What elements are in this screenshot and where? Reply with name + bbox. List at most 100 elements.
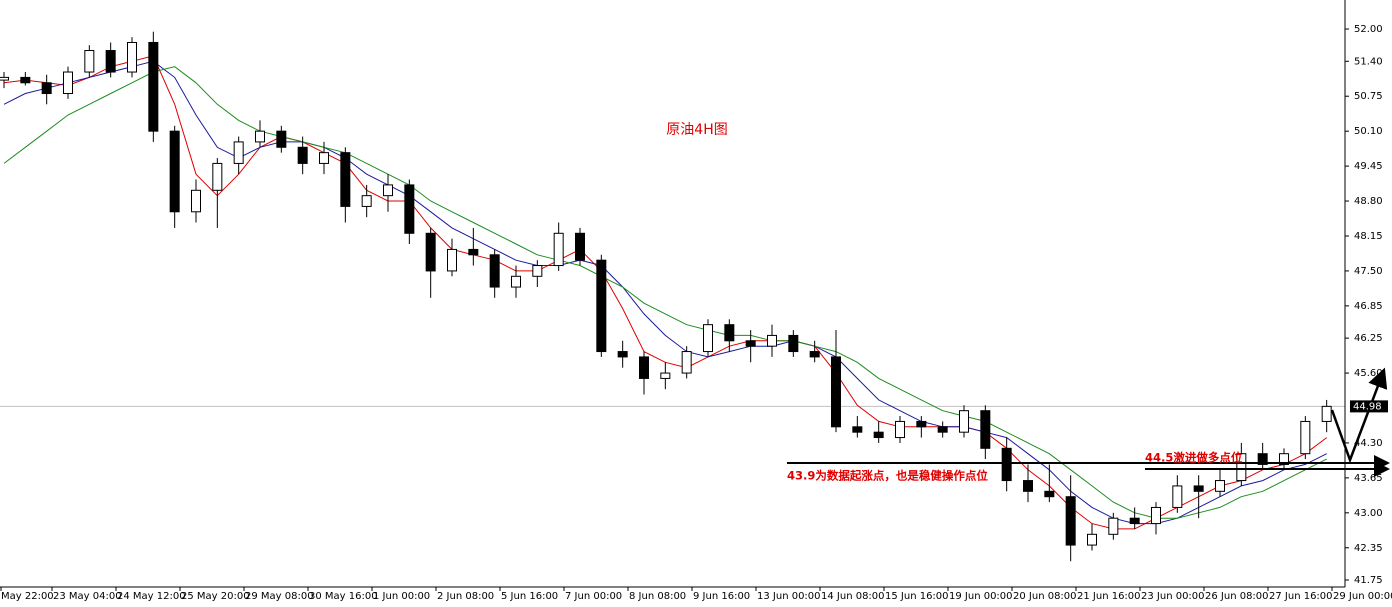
candle-body [361, 195, 372, 207]
candle-body [532, 265, 543, 277]
candle-body [553, 232, 564, 267]
candle-body [511, 275, 521, 288]
candle-body [937, 426, 948, 433]
candle-body [1108, 517, 1119, 535]
y-tick-label: 42.35 [1354, 543, 1383, 554]
x-tick-label: 19 Jun 00:00 [949, 591, 1013, 602]
candle-body [20, 76, 31, 84]
candle-body [148, 41, 159, 132]
y-tick-label: 44.30 [1354, 438, 1383, 449]
x-tick-label: 27 Jun 16:00 [1269, 591, 1333, 602]
y-tick-label: 43.65 [1354, 473, 1383, 484]
x-tick-label: 13 Jun 00:00 [757, 591, 821, 602]
y-tick-label: 43.00 [1354, 508, 1383, 519]
candle-body [1151, 506, 1161, 525]
candle-body [404, 184, 415, 234]
candle-body [1023, 480, 1033, 492]
candle-body [1193, 485, 1204, 492]
candle-body [63, 71, 73, 95]
candle-body [383, 184, 393, 197]
candle-body [276, 130, 287, 148]
x-tick-label: 20 Jun 08:00 [1013, 591, 1077, 602]
x-tick-label: 14 Jun 08:00 [821, 591, 885, 602]
candle-body [212, 162, 223, 191]
candle-body [41, 82, 52, 95]
candle-body [831, 356, 841, 428]
candle-body [1065, 496, 1076, 546]
x-tick-label: 9 Jun 16:00 [693, 591, 750, 602]
candle-body [489, 254, 500, 288]
candle-body [745, 340, 756, 347]
x-tick-label: 25 May 20:00 [181, 591, 250, 602]
candle-body [319, 152, 329, 164]
candle-body [1321, 405, 1332, 422]
x-tick-label: 21 Jun 16:00 [1077, 591, 1141, 602]
candle-body [767, 334, 777, 347]
candle-body [84, 50, 95, 73]
x-tick-label: 24 May 12:00 [117, 591, 186, 602]
x-tick-label: 5 Jun 16:00 [501, 591, 558, 602]
last-price-tag [1350, 400, 1388, 413]
candle-body [1215, 480, 1225, 492]
y-tick-label: 46.85 [1354, 301, 1383, 312]
candle-body [233, 141, 244, 164]
moving-average-line [3, 60, 1327, 525]
y-tick-label: 52.00 [1354, 24, 1383, 35]
y-tick-label: 50.75 [1354, 91, 1383, 102]
candle-body [895, 420, 905, 439]
candle-body [255, 130, 265, 143]
candle-body [703, 324, 713, 353]
y-tick-label: 45.60 [1354, 368, 1383, 379]
candle-body [447, 248, 457, 272]
candle-body [809, 351, 820, 358]
candle-body [596, 259, 607, 353]
chart-title: 原油4H图 [666, 122, 727, 138]
moving-average-line [3, 55, 1328, 530]
candle-body [1001, 447, 1012, 482]
x-tick-label: 29 Jun 00:00 [1333, 591, 1392, 602]
x-tick-label: 1 Jun 00:00 [373, 591, 430, 602]
x-tick-label: 15 Jun 16:00 [885, 591, 949, 602]
x-tick-label: 23 Jun 00:00 [1141, 591, 1205, 602]
candle-body [468, 248, 479, 256]
candle-body [297, 146, 308, 164]
plot-area [0, 31, 1345, 562]
candle-body [1172, 485, 1183, 508]
x-tick-label: 23 May 04:00 [53, 591, 122, 602]
x-tick-label: 8 Jun 08:00 [629, 591, 686, 602]
candle-body [0, 76, 9, 81]
candle-body [660, 372, 671, 379]
candle-body [1129, 517, 1140, 525]
candle-body [340, 152, 351, 207]
candle-body [1300, 420, 1311, 455]
last-price-label: 44.98 [1353, 401, 1382, 412]
y-tick-label: 47.50 [1354, 266, 1383, 277]
candle-body [1279, 453, 1289, 465]
x-tick-label: May 22:00 [1, 591, 54, 602]
candle-body [980, 410, 991, 449]
x-tick-label: 2 Jun 08:00 [437, 591, 494, 602]
candle-body [105, 50, 116, 73]
candle-body [169, 130, 180, 213]
y-tick-label: 48.80 [1354, 196, 1383, 207]
y-tick-label: 46.25 [1354, 333, 1383, 344]
x-tick-label: 29 May 08:00 [245, 591, 314, 602]
annotation: 44.5激进做多点位 [1145, 451, 1243, 465]
y-tick-label: 51.40 [1354, 56, 1383, 67]
candle-body [852, 426, 863, 433]
moving-average-line [3, 66, 1327, 519]
candle-body [1044, 490, 1055, 498]
candle-body [639, 356, 649, 379]
x-tick-label: 26 Jun 08:00 [1205, 591, 1269, 602]
candle-body [1236, 453, 1247, 482]
candle-body [959, 410, 969, 433]
candle-body [1087, 533, 1097, 546]
y-tick-label: 49.45 [1354, 161, 1383, 172]
candle-body [575, 232, 585, 261]
candle-body [724, 324, 735, 342]
candle-body [873, 431, 884, 439]
trend-arrow [1330, 367, 1388, 464]
candle-body [191, 189, 201, 213]
y-tick-label: 41.75 [1354, 575, 1383, 586]
